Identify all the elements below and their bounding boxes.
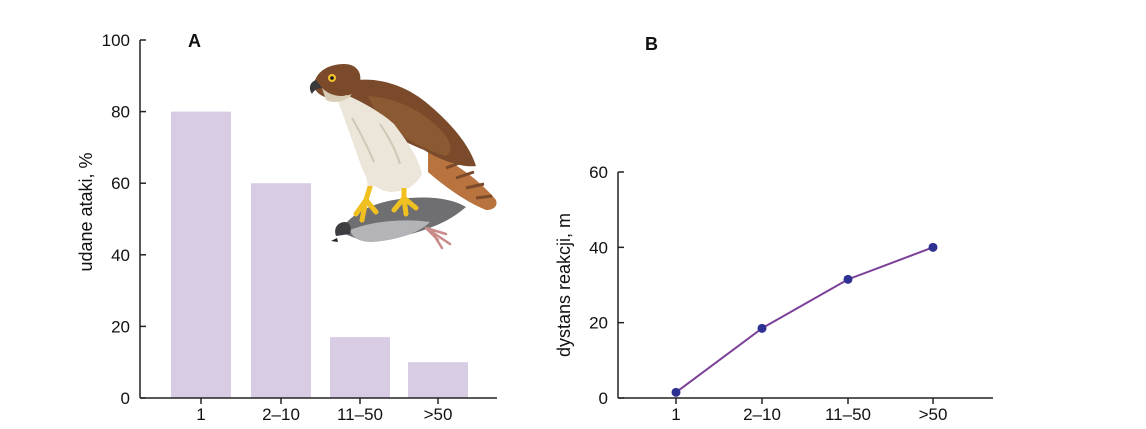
y-tick-label-a: 0 [121, 389, 130, 408]
chart-b: B dystans reakcji, m 0 20 40 60 1 2–10 11–50 >… [554, 34, 993, 424]
data-point-b-1 [671, 387, 681, 397]
data-point-b-4 [928, 242, 938, 252]
hawk-with-pigeon-illustration [309, 64, 497, 250]
panel-label-a: A [188, 31, 201, 51]
x-tick-label-a: >50 [424, 405, 453, 424]
y-axis-title-a: udane ataki, % [76, 152, 96, 271]
bar-a-4 [408, 362, 468, 398]
y-tick-label-b: 0 [599, 389, 608, 408]
y-tick-label-b: 60 [589, 163, 608, 182]
y-tick-label-a: 100 [102, 31, 130, 50]
x-tick-label-b: >50 [919, 405, 948, 424]
x-tick-label-a: 2–10 [262, 405, 300, 424]
y-axis-title-b: dystans reakcji, m [554, 213, 574, 357]
chart-a: A udane ataki, % 0 20 40 60 80 100 1 2–10 11–50… [76, 31, 497, 424]
x-tick-label-b: 2–10 [743, 405, 781, 424]
y-tick-label-a: 60 [111, 174, 130, 193]
bar-a-3 [330, 337, 390, 398]
x-tick-label-b: 11–50 [825, 405, 871, 424]
x-tick-label-b: 1 [671, 405, 680, 424]
y-tick-label-a: 80 [111, 103, 130, 122]
panel-label-b: B [645, 34, 658, 54]
data-point-b-2 [757, 323, 767, 333]
y-tick-label-a: 20 [111, 317, 130, 336]
series-line-b [675, 246, 934, 394]
x-tick-label-a: 1 [196, 405, 205, 424]
data-point-b-3 [843, 274, 853, 284]
y-tick-label-a: 40 [111, 246, 130, 265]
bar-a-1 [171, 111, 231, 398]
y-tick-label-b: 20 [589, 314, 608, 333]
bar-a-2 [251, 183, 311, 398]
x-tick-label-a: 11–50 [337, 405, 383, 424]
y-tick-label-b: 40 [589, 238, 608, 257]
